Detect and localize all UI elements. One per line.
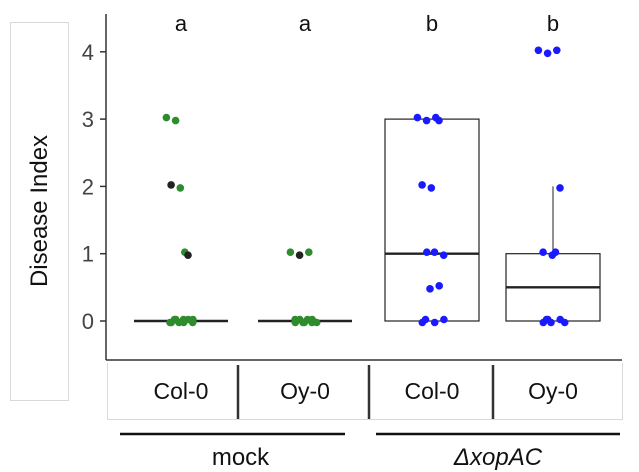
data-point xyxy=(551,248,560,256)
data-point xyxy=(556,184,564,192)
data-point xyxy=(430,248,439,256)
group-label: ΔxopAC xyxy=(453,444,543,471)
y-axis-label: Disease Index xyxy=(26,135,53,287)
data-point xyxy=(286,248,295,256)
data-point xyxy=(440,315,448,324)
data-point xyxy=(435,282,444,290)
data-point xyxy=(556,315,564,324)
data-point xyxy=(184,251,192,259)
data-point xyxy=(291,318,300,327)
data-point xyxy=(413,113,422,122)
significance-letter: a xyxy=(299,11,312,36)
data-point xyxy=(162,113,171,122)
y-tick-label: 4 xyxy=(82,40,94,65)
data-point xyxy=(542,315,551,324)
x-category-label: Col-0 xyxy=(154,378,209,404)
data-point xyxy=(426,285,434,293)
data-point xyxy=(439,251,448,259)
data-point xyxy=(179,318,188,327)
significance-letter: b xyxy=(426,11,438,36)
significance-letter: a xyxy=(175,11,188,36)
data-point xyxy=(543,49,552,58)
group-label: mock xyxy=(212,444,270,471)
x-category-label: Oy-0 xyxy=(280,378,330,404)
data-point xyxy=(418,181,426,189)
y-tick-label: 1 xyxy=(82,242,94,267)
x-category-label: Col-0 xyxy=(405,378,460,404)
data-point xyxy=(539,248,547,256)
data-point xyxy=(171,116,180,125)
x-category-label: Oy-0 xyxy=(528,378,578,404)
data-point xyxy=(534,46,543,55)
data-point xyxy=(167,181,175,189)
data-point xyxy=(295,251,304,259)
data-point xyxy=(427,184,436,192)
data-point xyxy=(422,116,431,125)
y-tick-label: 0 xyxy=(82,309,94,334)
data-point xyxy=(166,318,174,327)
data-point xyxy=(176,184,185,192)
data-point xyxy=(305,248,313,256)
y-tick-label: 3 xyxy=(82,107,94,132)
y-tick-label: 2 xyxy=(82,174,94,199)
data-point xyxy=(553,46,561,55)
data-point xyxy=(421,315,430,324)
y-axis-label-frame xyxy=(10,22,69,401)
x-axis-category-frame xyxy=(107,363,623,420)
data-point xyxy=(435,116,443,125)
data-point xyxy=(430,318,439,327)
significance-letter: b xyxy=(547,11,559,36)
data-point xyxy=(299,318,307,327)
data-point xyxy=(189,315,197,324)
data-point xyxy=(308,315,317,324)
data-point xyxy=(423,248,431,256)
